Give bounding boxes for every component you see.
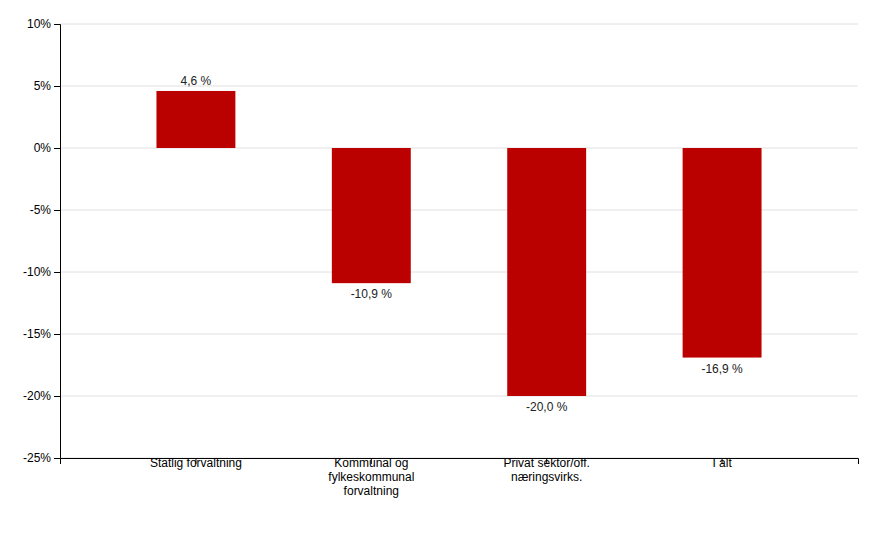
bar [507, 148, 586, 396]
y-tick-mark [54, 86, 60, 87]
x-tick: Statlig forvaltning [150, 456, 242, 470]
y-tick: -15% [23, 327, 60, 341]
x-tick: I alt [712, 456, 732, 470]
data-label: 4,6 % [181, 74, 212, 88]
y-tick-label: 10% [27, 17, 51, 31]
y-tick-mark [54, 458, 60, 459]
data-label: -16,9 % [701, 362, 743, 376]
y-tick-mark [54, 148, 60, 149]
y-tick-label: -5% [30, 203, 52, 217]
y-tick-label: -15% [23, 327, 51, 341]
grid-line [60, 24, 858, 25]
y-tick: -5% [30, 203, 60, 217]
y-tick-mark [54, 210, 60, 211]
y-tick-label: -10% [23, 265, 51, 279]
y-tick-mark [54, 334, 60, 335]
x-tick: Privat sektor/off.næringsvirks. [503, 456, 589, 484]
grid [60, 24, 858, 458]
y-tick-label: 5% [34, 79, 52, 93]
y-tick-mark [54, 272, 60, 273]
x-tick-label-line: Statlig forvaltning [150, 456, 242, 470]
x-tick-label-line: I alt [712, 456, 732, 470]
x-tick-label: Privat sektor/off.næringsvirks. [503, 456, 589, 484]
x-axis: Statlig forvaltning Kommunal ogfylkeskomm… [61, 456, 859, 498]
x-tick-label: Kommunal ogfylkeskommunalforvaltning [328, 456, 414, 498]
y-tick-mark [54, 396, 60, 397]
y-tick-label: -25% [23, 451, 51, 465]
x-tick-label-line: fylkeskommunal [328, 470, 414, 484]
chart: -25% -20% -15% -10% -5% 0% 5% 10% Statlig forval… [0, 0, 882, 538]
y-axis-line [54, 25, 61, 459]
y-tick-label: -20% [23, 389, 51, 403]
x-tick-label: I alt [712, 456, 732, 470]
y-tick-label: 0% [34, 141, 52, 155]
y-axis: -25% -20% -15% -10% -5% 0% 5% 10% [23, 17, 61, 465]
bar [683, 148, 762, 358]
x-tick: Kommunal ogfylkeskommunalforvaltning [328, 456, 414, 498]
bar [332, 148, 411, 283]
x-tick-label-line: næringsvirks. [511, 470, 582, 484]
bars [156, 91, 761, 396]
grid-line [60, 396, 858, 397]
y-tick: 10% [27, 17, 60, 31]
y-tick: 0% [34, 141, 60, 155]
x-tick-label-line: forvaltning [344, 484, 399, 498]
data-label: -10,9 % [351, 287, 393, 301]
y-tick: -25% [23, 451, 60, 465]
data-labels: 4,6 % -10,9 % -20,0 % -16,9 % [181, 74, 744, 414]
y-tick-mark [54, 24, 60, 25]
x-tick-label-line: Privat sektor/off. [503, 456, 589, 470]
x-tick-label-line: Kommunal og [334, 456, 408, 470]
x-tick-label: Statlig forvaltning [150, 456, 242, 470]
data-label: -20,0 % [526, 400, 568, 414]
bar [156, 91, 235, 148]
y-tick: -10% [23, 265, 60, 279]
y-tick: -20% [23, 389, 60, 403]
plot: -25% -20% -15% -10% -5% 0% 5% 10% Statlig forval… [23, 17, 859, 497]
y-tick: 5% [34, 79, 60, 93]
